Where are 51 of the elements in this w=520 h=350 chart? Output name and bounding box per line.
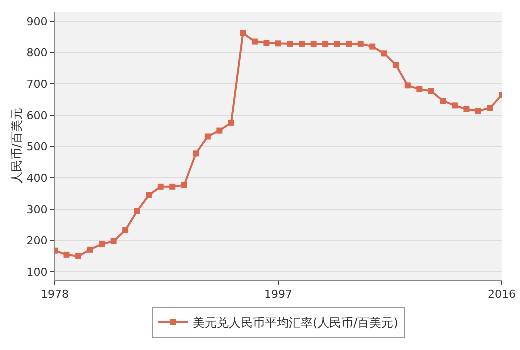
legend-label: 美元兑人民币平均汇率(人民币/百美元) xyxy=(193,316,398,330)
point xyxy=(310,40,317,47)
y-tick-label: 500 xyxy=(26,140,48,154)
point xyxy=(358,40,364,47)
point xyxy=(204,134,211,140)
y-tick-label: 100 xyxy=(26,266,48,280)
y-tick-label: 900 xyxy=(26,15,48,28)
point xyxy=(287,40,294,47)
point xyxy=(99,241,106,248)
point xyxy=(170,184,176,190)
point xyxy=(134,208,140,214)
point xyxy=(252,38,258,45)
point xyxy=(158,184,164,190)
point xyxy=(76,253,82,260)
point xyxy=(87,246,94,253)
point xyxy=(334,40,340,47)
point xyxy=(428,88,434,94)
point xyxy=(475,108,482,114)
point xyxy=(240,30,246,36)
point xyxy=(216,128,223,134)
y-tick-label: 600 xyxy=(26,109,48,122)
point xyxy=(346,40,352,47)
point xyxy=(299,40,306,47)
point xyxy=(370,44,376,50)
point xyxy=(487,105,494,112)
point xyxy=(440,98,446,104)
y-axis-title: 人民币/百美元 xyxy=(10,108,24,184)
y-tick-label: 700 xyxy=(26,78,48,91)
y-tick-label: 300 xyxy=(26,203,48,216)
point xyxy=(276,40,282,47)
point xyxy=(146,192,152,198)
point xyxy=(464,106,470,112)
point xyxy=(64,252,70,258)
x-tick-label: 1978 xyxy=(41,288,69,302)
point xyxy=(110,238,117,244)
y-tick-label: 400 xyxy=(26,172,48,185)
point xyxy=(181,182,188,188)
point xyxy=(322,40,329,47)
x-tick-label: 2016 xyxy=(488,288,516,302)
x-tick-label: 1997 xyxy=(264,288,292,302)
point xyxy=(264,40,270,46)
y-tick-label: 800 xyxy=(26,46,48,60)
point xyxy=(122,227,129,234)
point xyxy=(393,62,400,68)
point xyxy=(193,150,200,157)
point xyxy=(381,50,388,57)
y-tick-label: 200 xyxy=(26,234,48,248)
point xyxy=(416,86,423,92)
point xyxy=(452,102,458,109)
point xyxy=(228,120,234,126)
point xyxy=(404,82,411,89)
